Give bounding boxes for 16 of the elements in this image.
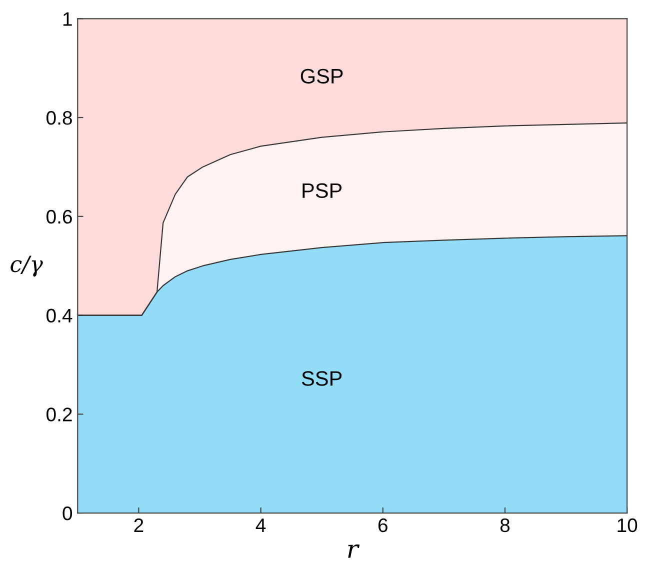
series-label: GSP [300,68,343,84]
y-tick-label: 0.8 [46,111,72,125]
x-tick-label: 4 [256,518,266,532]
y-axis-title: c/γ [10,256,43,277]
y-tick-label: 1 [63,12,72,26]
series-label: PSP [302,183,342,198]
y-tick-label: 0.4 [46,308,72,323]
x-tick-label: 2 [134,518,144,532]
x-axis-title: r [348,544,360,558]
y-tick-label: 0.6 [46,210,72,224]
x-tick-label: 6 [378,518,388,532]
x-tick-label: 8 [500,518,510,532]
series-label: SSP [302,371,342,386]
x-tick-label: 10 [618,518,638,532]
y-tick-label: 0.2 [46,408,72,422]
y-tick-label: 0 [62,506,72,520]
